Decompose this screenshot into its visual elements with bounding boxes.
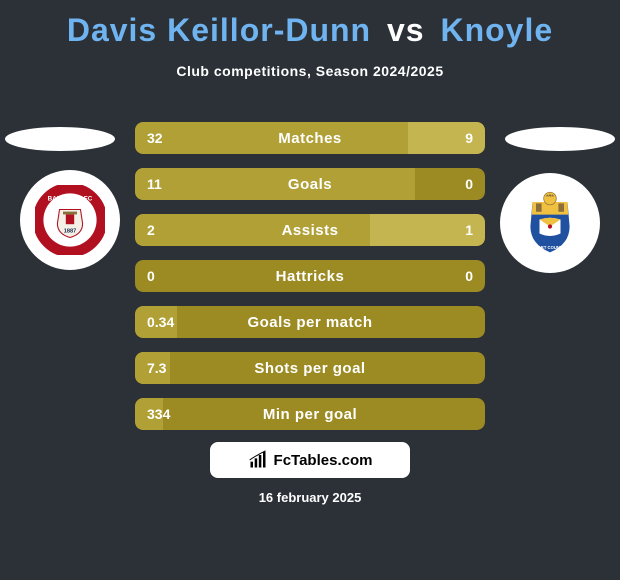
- stats-comparison: 329Matches 110Goals 21Assists 00Hattricks 0.…: [135, 122, 485, 444]
- stat-row-assists: 21Assists: [135, 214, 485, 246]
- stat-label: Matches: [135, 122, 485, 154]
- player2-photo-placeholder: [505, 127, 615, 151]
- subtitle: Club competitions, Season 2024/2025: [0, 63, 620, 79]
- stat-label: Shots per goal: [135, 352, 485, 384]
- stat-row-matches: 329Matches: [135, 122, 485, 154]
- player1-name: Davis Keillor-Dunn: [67, 12, 371, 48]
- stat-row-min-per-goal: 334Min per goal: [135, 398, 485, 430]
- stat-label: Hattricks: [135, 260, 485, 292]
- page-title: Davis Keillor-Dunn vs Knoyle: [0, 0, 620, 49]
- player2-name: Knoyle: [440, 12, 553, 48]
- svg-text:BARNSLEY FC: BARNSLEY FC: [48, 195, 93, 202]
- source-text: FcTables.com: [274, 452, 373, 469]
- vs-text: vs: [387, 12, 425, 48]
- date-text: 16 february 2025: [0, 490, 620, 505]
- stat-label: Goals per match: [135, 306, 485, 338]
- stockport-crest-icon: PORT COUNTY: [515, 188, 585, 258]
- stat-row-goals-per-match: 0.34Goals per match: [135, 306, 485, 338]
- svg-text:1887: 1887: [64, 229, 76, 235]
- player1-photo-placeholder: [5, 127, 115, 151]
- chart-icon: [248, 450, 268, 470]
- barnsley-crest-icon: 1887 BARNSLEY FC: [35, 185, 105, 255]
- svg-text:PORT COUNTY: PORT COUNTY: [535, 245, 566, 250]
- stat-row-hattricks: 00Hattricks: [135, 260, 485, 292]
- player1-club-crest: 1887 BARNSLEY FC: [20, 170, 120, 270]
- player2-club-crest: PORT COUNTY: [500, 173, 600, 273]
- stat-label: Min per goal: [135, 398, 485, 430]
- stat-row-shots-per-goal: 7.3Shots per goal: [135, 352, 485, 384]
- source-tag: FcTables.com: [210, 442, 410, 478]
- stat-label: Goals: [135, 168, 485, 200]
- stat-row-goals: 110Goals: [135, 168, 485, 200]
- stat-label: Assists: [135, 214, 485, 246]
